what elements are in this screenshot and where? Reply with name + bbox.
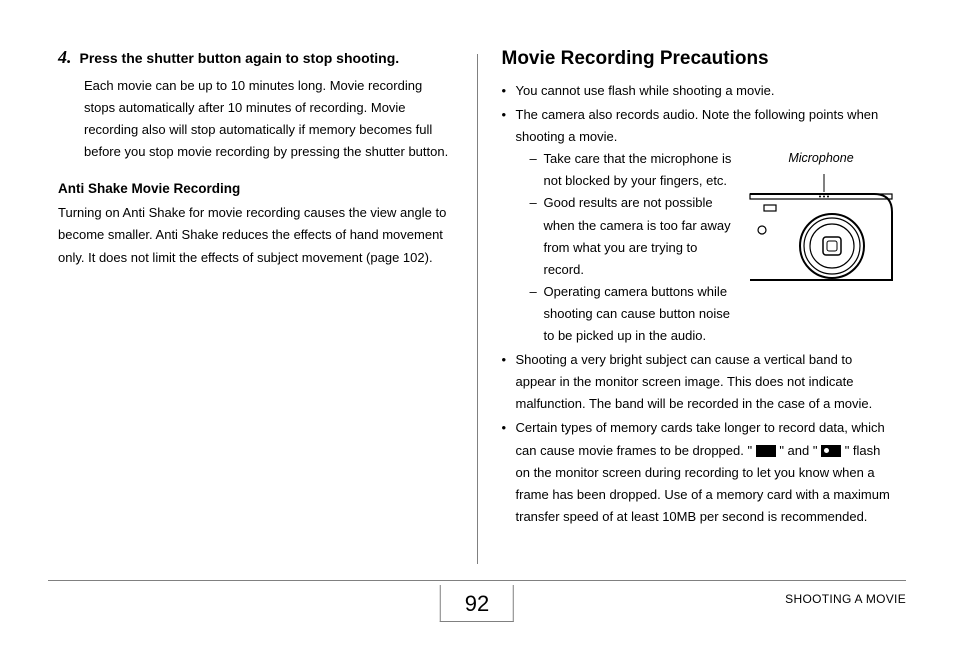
dash-microphone: Take care that the microphone is not blo… <box>530 148 739 192</box>
audio-dash-list-wrap: Take care that the microphone is not blo… <box>516 148 747 347</box>
mc-text-b: " and " <box>776 443 821 458</box>
left-column: 4. Press the shutter button again to sto… <box>48 48 477 560</box>
footer-section: SHOOTING A MOVIE <box>785 592 906 606</box>
rec-icon <box>821 445 841 457</box>
right-column: Movie Recording Precautions You cannot u… <box>478 48 907 560</box>
dash-button-noise: Operating camera buttons while shooting … <box>530 281 739 347</box>
step-number: 4. <box>58 48 72 68</box>
precautions-list: You cannot use flash while shooting a mo… <box>502 80 897 528</box>
bullet-audio-text: The camera also records audio. Note the … <box>516 107 879 144</box>
precautions-title: Movie Recording Precautions <box>502 48 897 70</box>
page-footer: 92 SHOOTING A MOVIE <box>0 580 954 628</box>
page-content: 4. Press the shutter button again to sto… <box>0 0 954 560</box>
anti-shake-paragraph: Turning on Anti Shake for movie recordin… <box>58 202 453 268</box>
bullet-memory-card: Certain types of memory cards take longe… <box>502 417 897 527</box>
audio-row: Take care that the microphone is not blo… <box>516 148 897 347</box>
bullet-audio: The camera also records audio. Note the … <box>502 104 897 347</box>
figure-label: Microphone <box>746 148 896 169</box>
bullet-bright-subject: Shooting a very bright subject can cause… <box>502 349 897 415</box>
step-title: Press the shutter button again to stop s… <box>80 48 400 69</box>
step-4: 4. Press the shutter button again to sto… <box>58 48 453 69</box>
bullet-flash: You cannot use flash while shooting a mo… <box>502 80 897 102</box>
audio-dashes: Take care that the microphone is not blo… <box>530 148 739 347</box>
dash-distance: Good results are not possible when the c… <box>530 192 739 280</box>
camera-icon <box>746 172 896 282</box>
step-body: Each movie can be up to 10 minutes long.… <box>84 75 453 163</box>
footer-rule <box>48 580 906 581</box>
movie-quality-icon <box>756 445 776 457</box>
microphone-figure: Microphone <box>746 148 896 288</box>
anti-shake-heading: Anti Shake Movie Recording <box>58 181 453 196</box>
page-number: 92 <box>440 585 514 622</box>
